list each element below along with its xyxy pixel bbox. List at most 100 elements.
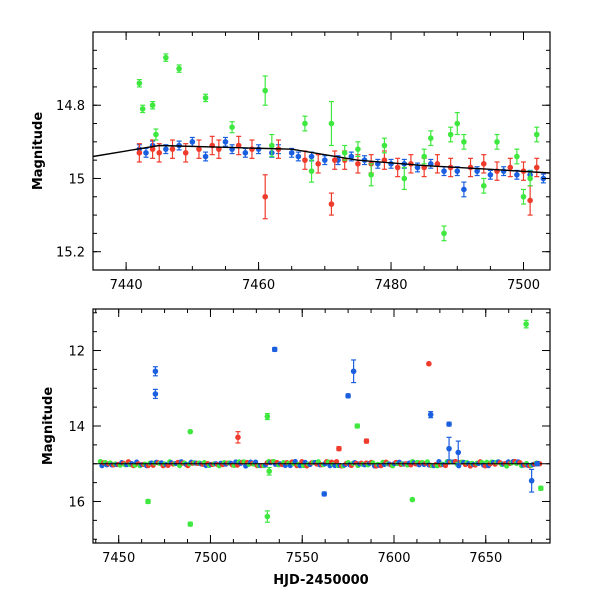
top-data-point: [202, 95, 209, 101]
top-data-point: [235, 142, 242, 149]
top-data-point: [169, 146, 176, 152]
top-data-point: [176, 65, 182, 72]
top-data-point: [308, 153, 315, 160]
top-data-point: [202, 153, 209, 160]
top-data-point: [249, 146, 255, 152]
top-data-point: [149, 102, 156, 109]
bottom-data-point: [235, 434, 241, 441]
top-data-point: [302, 157, 308, 163]
bottom-y-tick-label: 16: [68, 495, 85, 510]
bottom-plot-frame: [92, 308, 551, 544]
top-data-point: [302, 120, 308, 127]
bottom-data-point: [336, 445, 342, 452]
bottom-x-tick-label: 7650: [469, 551, 502, 566]
bottom-data-point: [345, 393, 351, 399]
bottom-data-point: [446, 445, 452, 452]
top-data-point: [527, 175, 533, 182]
top-data-point: [328, 201, 335, 207]
top-data-point: [480, 161, 487, 167]
bottom-data-point: [455, 449, 462, 456]
top-data-point: [315, 161, 321, 167]
top-data-point: [441, 230, 447, 237]
top-data-point: [414, 164, 421, 171]
bottom-data-point: [427, 411, 434, 418]
top-data-point: [461, 139, 467, 145]
top-data-point: [143, 150, 149, 156]
bottom-data-point: [187, 521, 194, 527]
top-data-point: [262, 87, 269, 94]
top-plot-frame: [92, 31, 551, 271]
top-data-point: [182, 150, 189, 156]
top-y-tick-label: 14.8: [56, 99, 85, 114]
top-data-point: [421, 153, 427, 160]
top-data-point: [255, 146, 262, 152]
top-x-tick-label: 7440: [110, 278, 143, 293]
bottom-data-point: [354, 423, 361, 429]
top-data-point: [196, 146, 202, 152]
top-data-point: [189, 139, 196, 145]
bottom-band-point: [442, 462, 449, 469]
top-data-point: [514, 153, 520, 160]
top-data-point: [480, 182, 487, 189]
bottom-data-points: [93, 319, 550, 527]
top-data-point: [514, 172, 520, 178]
top-data-point: [500, 168, 507, 174]
top-data-point: [507, 164, 514, 171]
top-x-tick-label: 7480: [374, 278, 407, 293]
top-data-point: [355, 146, 361, 152]
bottom-y-tick-label: 14: [68, 420, 85, 435]
top-data-point: [153, 131, 159, 138]
top-data-point: [527, 197, 533, 204]
top-data-point: [474, 168, 480, 174]
top-data-point: [381, 142, 388, 149]
top-data-point: [139, 106, 146, 112]
top-x-tick-label: 7460: [242, 278, 275, 293]
top-data-point: [242, 150, 249, 156]
top-x-tick-label: 7500: [507, 278, 540, 293]
top-data-point: [348, 153, 355, 160]
bottom-data-point: [363, 438, 370, 444]
top-data-point: [454, 120, 461, 127]
top-y-axis-label: Magnitude: [31, 112, 46, 191]
top-data-point: [355, 161, 361, 167]
bottom-data-point: [152, 391, 159, 397]
bottom-data-point: [350, 368, 357, 375]
top-data-point: [328, 120, 335, 127]
top-data-point: [533, 131, 540, 138]
top-data-point: [163, 54, 169, 61]
bottom-data-point: [145, 498, 151, 505]
bottom-data-point: [264, 413, 271, 420]
bottom-data-point: [187, 428, 194, 435]
top-data-point: [156, 150, 163, 156]
top-data-point: [520, 193, 527, 200]
top-data-point: [322, 157, 328, 163]
top-trend-line: [92, 144, 551, 174]
bottom-data-point: [409, 496, 416, 503]
top-data-point: [308, 168, 315, 174]
top-data-point: [331, 157, 338, 163]
top-data-point: [447, 131, 454, 138]
bottom-x-tick-label: 7600: [377, 551, 410, 566]
top-data-point: [388, 161, 394, 167]
bottom-data-point: [321, 491, 328, 497]
top-y-tick-label: 15.2: [56, 246, 85, 261]
top-data-point: [533, 164, 540, 171]
top-data-point: [394, 164, 401, 171]
bottom-data-point: [266, 468, 272, 475]
bottom-x-tick-label: 7550: [286, 551, 319, 566]
bottom-axis-ticks: 7450 7500 7550 7600 7650 12 14 16: [68, 309, 550, 566]
top-data-point: [295, 153, 302, 160]
top-data-points: [136, 53, 547, 242]
bottom-data-point: [523, 321, 529, 327]
top-data-point: [262, 193, 269, 200]
top-data-point: [149, 146, 156, 152]
bottom-data-point: [538, 485, 544, 492]
bottom-data-point: [271, 346, 278, 353]
bottom-y-axis-label: Magnitude: [41, 387, 56, 466]
top-data-point: [136, 80, 143, 87]
bottom-data-point: [264, 513, 271, 520]
top-data-point: [434, 161, 441, 167]
top-data-point: [441, 168, 447, 174]
